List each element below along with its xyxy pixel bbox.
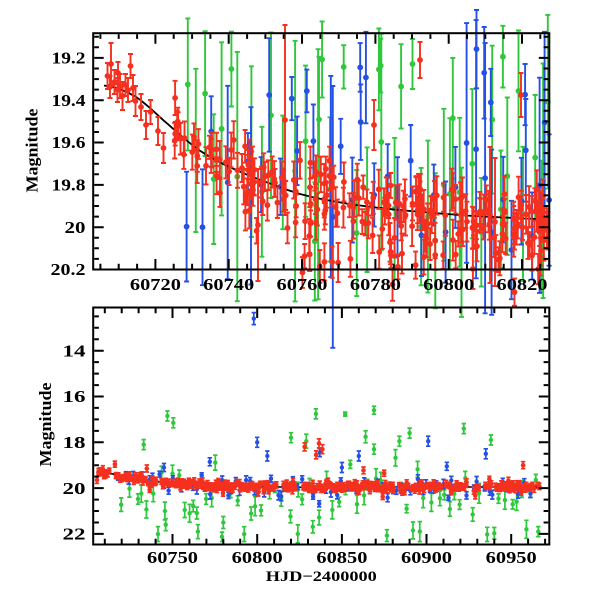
svg-text:60900: 60900 [401, 548, 452, 567]
svg-text:16: 16 [63, 387, 86, 406]
svg-text:20.2: 20.2 [51, 260, 86, 279]
svg-text:60800: 60800 [232, 548, 283, 567]
svg-text:60800: 60800 [423, 275, 474, 294]
svg-text:19.2: 19.2 [52, 49, 86, 68]
svg-text:19.8: 19.8 [52, 176, 86, 195]
svg-text:60820: 60820 [497, 275, 548, 294]
svg-text:20: 20 [65, 218, 86, 237]
svg-text:60720: 60720 [130, 275, 181, 294]
svg-text:22: 22 [63, 525, 86, 544]
svg-text:60950: 60950 [486, 548, 537, 567]
svg-text:60760: 60760 [277, 275, 328, 294]
svg-text:Magnitude: Magnitude [23, 109, 42, 193]
svg-text:19.4: 19.4 [52, 91, 86, 110]
svg-text:19.6: 19.6 [52, 133, 86, 152]
svg-text:18: 18 [63, 433, 86, 452]
svg-text:60740: 60740 [203, 275, 254, 294]
svg-text:20: 20 [63, 479, 86, 498]
svg-text:14: 14 [63, 341, 86, 360]
svg-text:Magnitude: Magnitude [36, 383, 55, 467]
svg-text:HJD−2400000: HJD−2400000 [266, 569, 377, 585]
svg-text:60850: 60850 [316, 548, 367, 567]
svg-text:60780: 60780 [350, 275, 401, 294]
svg-text:60750: 60750 [147, 548, 198, 567]
